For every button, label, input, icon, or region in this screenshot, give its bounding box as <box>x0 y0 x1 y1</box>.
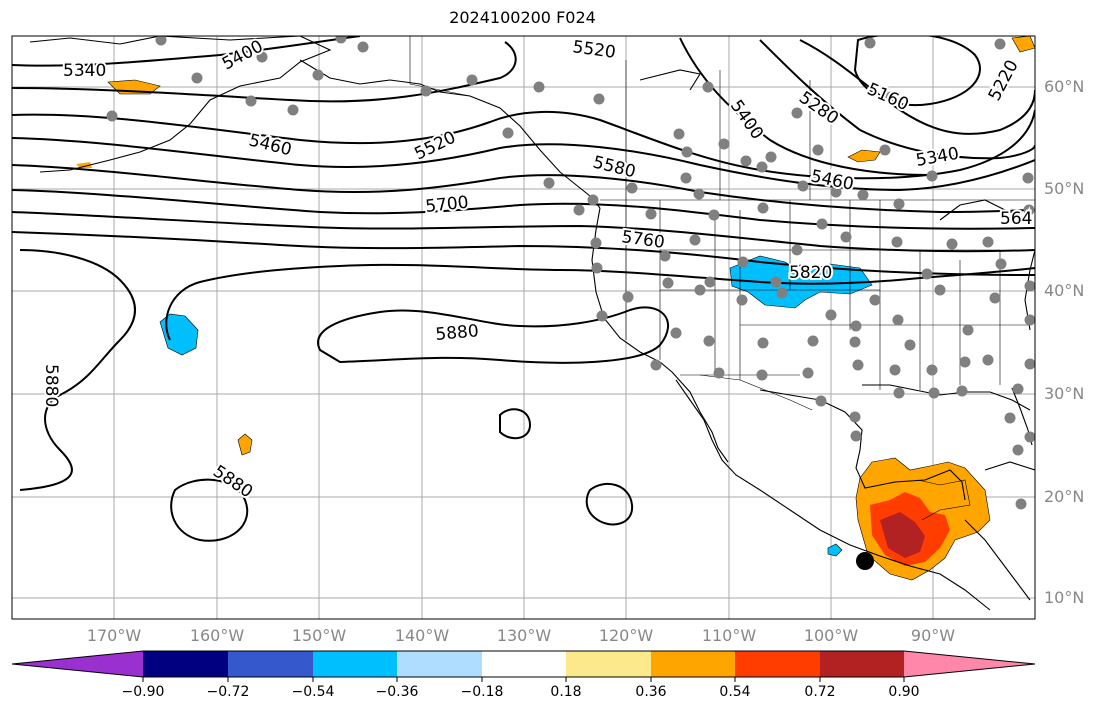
contour-label: 5460 <box>809 166 855 195</box>
colorbar-segment <box>228 651 313 677</box>
colorbar-segment <box>566 651 651 677</box>
colorbar-segment <box>820 651 904 677</box>
lon-tick-label: 140°W <box>394 626 450 645</box>
colorbar-extend-left <box>12 651 143 677</box>
lon-tick-label: 150°W <box>291 626 347 645</box>
contour-label: 5400 <box>219 36 267 74</box>
contour-label: 564 <box>1000 209 1032 229</box>
contour-label: 5880 <box>41 364 61 407</box>
colorbar-label: −0.72 <box>206 684 250 700</box>
lon-tick-label: 100°W <box>803 626 859 645</box>
colorbar-label: 0.90 <box>888 684 920 700</box>
negative-shading <box>159 255 873 557</box>
lat-tick-label: 50°N <box>1044 179 1085 198</box>
contour-label: 5880 <box>435 321 480 345</box>
lon-tick-label: 90°W <box>910 626 956 645</box>
height-contours <box>12 36 1035 542</box>
colorbar-label: 0.36 <box>635 684 667 700</box>
colorbar-segment <box>397 651 482 677</box>
contour-label: 5520 <box>411 128 459 165</box>
lat-tick-label: 30°N <box>1044 384 1085 403</box>
contour-label: 5820 <box>789 263 832 283</box>
contour-label: 5220 <box>985 57 1023 105</box>
colorbar-segment <box>482 651 566 677</box>
colorbar <box>11 650 1036 682</box>
political-borders <box>409 36 1035 521</box>
contour-label: 5340 <box>63 61 106 81</box>
contour-label: 5160 <box>864 79 912 115</box>
station-dots <box>106 36 1035 510</box>
lon-tick-label: 120°W <box>598 626 654 645</box>
lon-tick-label: 110°W <box>701 626 757 645</box>
lat-tick-label: 40°N <box>1044 281 1085 300</box>
colorbar-label: 0.18 <box>550 684 582 700</box>
colorbar-segment <box>313 651 397 677</box>
lat-tick-label: 60°N <box>1044 77 1085 96</box>
contour-label: 5520 <box>571 37 617 63</box>
map-frame <box>11 35 1036 620</box>
lon-tick-label: 130°W <box>496 626 552 645</box>
colorbar-segment <box>143 651 228 677</box>
contour-label: 5880 <box>209 462 256 503</box>
contour-label: 5280 <box>795 88 842 129</box>
colorbar-label: −0.54 <box>291 684 335 700</box>
lon-tick-label: 160°W <box>189 626 245 645</box>
lat-tick-label: 20°N <box>1044 487 1085 506</box>
colorbar-label: 0.72 <box>804 684 836 700</box>
large-marker <box>856 552 874 570</box>
colorbar-extend-right <box>904 651 1035 677</box>
colorbar-label: 0.54 <box>719 684 751 700</box>
colorbar-label: −0.90 <box>121 684 165 700</box>
contour-label: 5400 <box>726 96 767 143</box>
colorbar-label: −0.36 <box>375 684 419 700</box>
map-title: 2024100200 F024 <box>449 8 596 27</box>
colorbar-segment <box>651 651 735 677</box>
contour-label: 5460 <box>247 130 294 160</box>
contour-label: 5700 <box>424 193 469 217</box>
colorbar-label: −0.18 <box>460 684 504 700</box>
lon-tick-label: 170°W <box>86 626 142 645</box>
lat-tick-label: 10°N <box>1044 588 1085 607</box>
positive-shading <box>76 36 1035 581</box>
colorbar-segment <box>735 651 820 677</box>
contour-label: 5340 <box>914 144 960 171</box>
